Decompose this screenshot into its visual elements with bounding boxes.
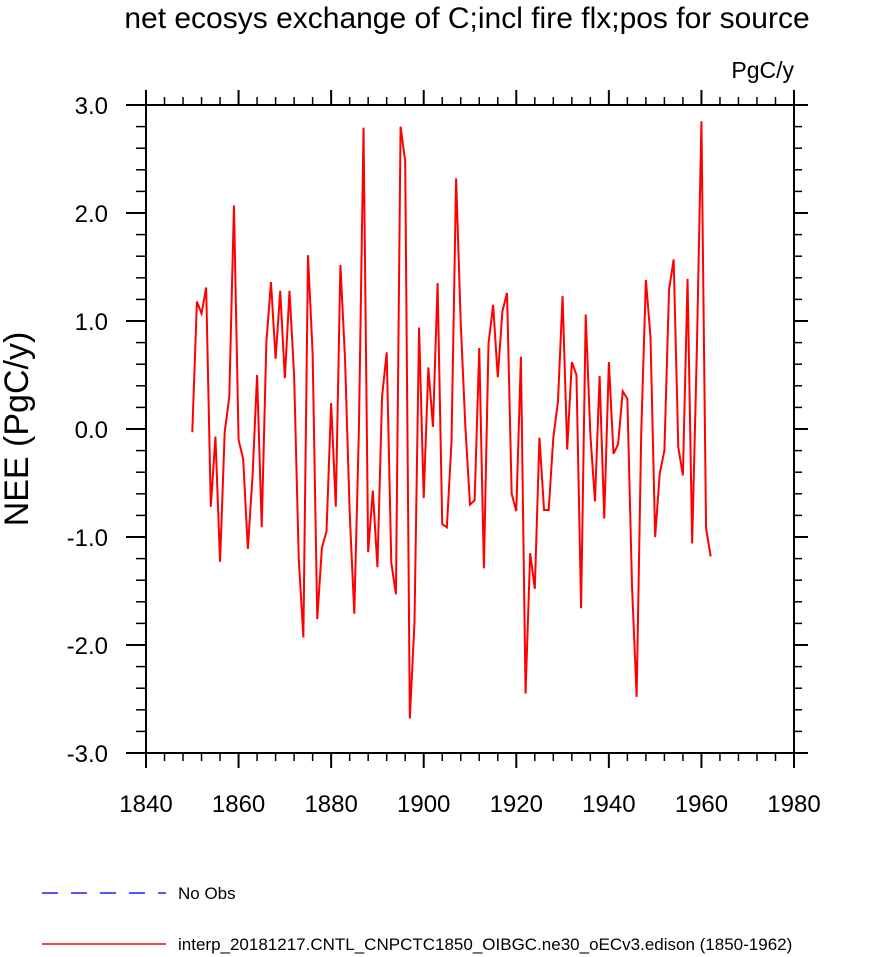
x-tick-label: 1860 <box>212 791 265 818</box>
y-tick-label: 1.0 <box>75 309 108 336</box>
y-tick-label: 2.0 <box>75 201 108 228</box>
x-tick-label: 1980 <box>767 791 820 818</box>
x-tick-label: 1960 <box>675 791 728 818</box>
x-tick-label: 1840 <box>119 791 172 818</box>
plot-frame <box>145 104 795 754</box>
y-tick-label: -1.0 <box>67 525 108 552</box>
legend-label-0: No Obs <box>178 884 236 903</box>
x-tick-label: 1920 <box>490 791 543 818</box>
series-layer <box>191 121 712 719</box>
chart-title: net ecosys exchange of C;incl fire flx;p… <box>124 2 809 35</box>
y-axis-label: NEE (PgC/y) <box>0 332 36 527</box>
y-tick-label: -2.0 <box>67 633 108 660</box>
legend: No Obs interp_20181217.CNTL_CNPCTC1850_OI… <box>42 884 792 954</box>
x-tick-label: 1880 <box>304 791 357 818</box>
axis-ticks <box>126 90 808 768</box>
y-tick-label: -3.0 <box>67 741 108 768</box>
series-line-1 <box>191 121 712 719</box>
units-label: PgC/y <box>731 57 794 83</box>
x-tick-label: 1900 <box>397 791 450 818</box>
axis-tick-labels: 1840 1860 1880 1900 1920 1940 1960 1980 -3.0 -2.0… <box>67 93 821 818</box>
y-tick-label: 0.0 <box>75 417 108 444</box>
legend-label-1: interp_20181217.CNTL_CNPCTC1850_OIBGC.ne… <box>178 935 792 954</box>
y-tick-label: 3.0 <box>75 93 108 120</box>
x-tick-label: 1940 <box>582 791 635 818</box>
